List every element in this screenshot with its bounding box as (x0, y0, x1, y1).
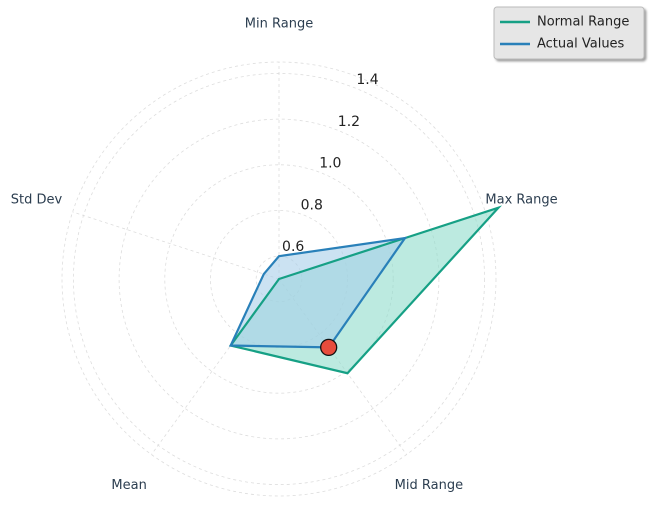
legend-label: Normal Range (537, 15, 629, 30)
r-tick-label: 0.6 (282, 239, 304, 255)
axis-label: Min Range (245, 17, 313, 32)
series-line (228, 236, 408, 349)
grid-circle (118, 118, 440, 440)
axis-label: Mean (111, 478, 146, 493)
legend-box (493, 6, 645, 60)
axis-label: Std Dev (11, 193, 63, 208)
highlight-marker (320, 338, 338, 357)
series-area (230, 238, 405, 348)
legend-label: Actual Values (537, 37, 625, 52)
r-tick-label: 1.0 (319, 156, 341, 172)
r-tick-label: 1.4 (356, 72, 378, 88)
r-tick-label: 0.8 (301, 197, 323, 213)
r-tick-label: 1.2 (338, 114, 360, 130)
spoke (72, 211, 280, 280)
series-line (228, 205, 503, 375)
axis-label: Mid Range (395, 478, 463, 493)
axis-label: Max Range (485, 193, 557, 208)
legend: Normal Range Actual Values (493, 6, 645, 60)
